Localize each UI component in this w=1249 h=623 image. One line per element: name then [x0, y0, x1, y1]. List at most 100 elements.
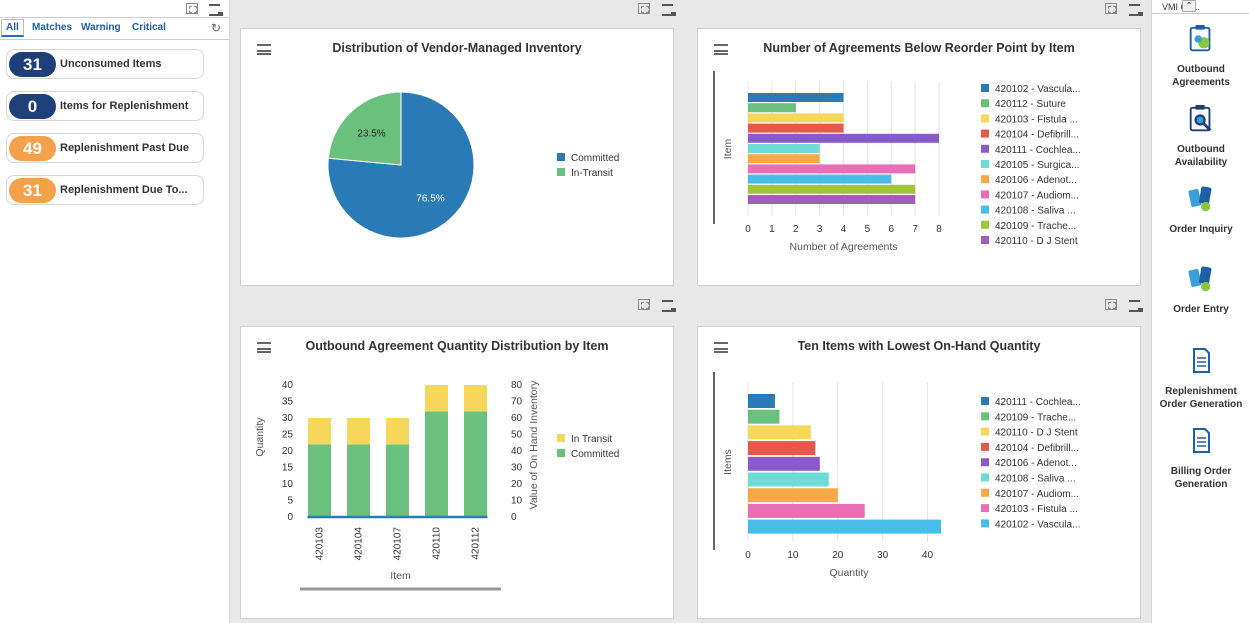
legend-label: 420102 - Vascula... — [995, 84, 1080, 95]
y2-tick-label: 40 — [511, 446, 523, 457]
tab-matches[interactable]: Matches — [32, 22, 73, 33]
card-outbound-quantity: Outbound Agreement Quantity Distribution… — [240, 326, 674, 619]
order-inquiry-icon — [1188, 186, 1212, 212]
lowest-on-hand-chart: 0 10 20 30 40 Quantity Items 420111 - Cochlea..… — [713, 372, 1081, 579]
document-icon — [1193, 428, 1210, 453]
alerts-panel: All Matches Warning Critical ↻ 31 Uncons… — [0, 0, 230, 623]
chart-menu-icon[interactable] — [714, 342, 728, 353]
legend-swatch — [981, 236, 989, 244]
legend-label: Committed — [571, 449, 619, 460]
legend-swatch — [981, 114, 989, 123]
alert-count: 31 — [9, 178, 56, 203]
y-tick-label: 10 — [282, 479, 294, 490]
bar — [748, 154, 820, 164]
bar — [748, 394, 775, 408]
nav-order-entry[interactable]: Order Entry — [1152, 264, 1249, 316]
maximize-icon[interactable] — [638, 299, 650, 310]
nav-replenishment-order-generation[interactable]: Replenishment Order Generation — [1152, 346, 1249, 411]
maximize-icon[interactable] — [186, 3, 198, 14]
x-axis-title: Number of Agreements — [790, 241, 898, 253]
x-axis-title: Quantity — [829, 567, 869, 579]
stacked-bar-segment — [425, 411, 448, 517]
options-menu-icon[interactable] — [662, 3, 676, 16]
legend-label: In Transit — [571, 434, 612, 445]
collapse-icon[interactable]: ⌃ — [1182, 0, 1196, 12]
y-tick-label: 25 — [282, 430, 294, 441]
nav-billing-order-generation[interactable]: Billing Order Generation — [1152, 426, 1249, 491]
alert-unconsumed-items[interactable]: 31 Unconsumed Items — [6, 49, 204, 79]
alerts-panel-toolbar — [0, 0, 229, 18]
legend-label: 420104 - Defibrill... — [995, 443, 1079, 454]
card-title: Number of Agreements Below Reorder Point… — [763, 41, 1075, 55]
legend-swatch — [557, 168, 565, 176]
legend-swatch — [981, 144, 989, 153]
legend-label: 420110 - D J Stent — [995, 236, 1078, 247]
pie-slice-label: 76.5% — [416, 193, 444, 204]
legend-swatch — [981, 205, 989, 214]
legend-label: 420103 - Fistula ... — [995, 114, 1078, 125]
alert-count: 0 — [9, 94, 56, 119]
alert-count: 31 — [9, 52, 56, 77]
maximize-icon[interactable] — [1105, 299, 1117, 310]
legend-swatch — [981, 488, 989, 497]
stacked-bar-segment — [386, 444, 409, 517]
tab-critical[interactable]: Critical — [132, 22, 166, 33]
bar — [748, 195, 916, 204]
outbound-stacked-chart: 0 5 10 15 20 25 30 35 40 0 10 20 30 40 50 60 70 80 420103 4… — [254, 380, 619, 591]
bar — [748, 519, 942, 534]
refresh-icon[interactable]: ↻ — [210, 21, 221, 35]
legend-label: 420111 - Cochlea... — [995, 145, 1081, 156]
chart-menu-icon[interactable] — [257, 342, 271, 353]
legend-swatch — [981, 504, 989, 513]
options-menu-icon[interactable] — [209, 3, 223, 16]
x-tick-label: 4 — [841, 224, 847, 235]
maximize-icon[interactable] — [1105, 3, 1117, 14]
y-tick-label: 20 — [282, 446, 294, 457]
stacked-bar-segment — [347, 418, 370, 445]
x-tick-label: 420110 — [432, 527, 443, 560]
bar — [748, 425, 811, 440]
options-menu-icon[interactable] — [662, 299, 676, 312]
legend-swatch — [981, 519, 989, 528]
alert-replenishment-past-due[interactable]: 49 Replenishment Past Due — [6, 133, 204, 163]
x-tick-label: 2 — [793, 224, 799, 235]
bar — [748, 503, 865, 518]
y-axis-title: Item — [722, 139, 734, 160]
order-entry-icon — [1188, 266, 1212, 292]
legend-swatch — [981, 99, 989, 108]
springboard-header: VMI Ou... ⌃ — [1152, 0, 1249, 14]
clipboard-icon — [1189, 24, 1211, 52]
x-tick-label: 20 — [832, 550, 844, 561]
bar — [748, 164, 916, 174]
y2-tick-label: 30 — [511, 463, 523, 474]
maximize-icon[interactable] — [638, 3, 650, 14]
options-menu-icon[interactable] — [1129, 299, 1143, 312]
x-tick-label: 420107 — [393, 527, 404, 561]
alert-label: Items for Replenishment — [60, 100, 189, 112]
legend-label: 420103 - Fistula ... — [995, 504, 1078, 515]
alert-items-for-replenishment[interactable]: 0 Items for Replenishment — [6, 91, 204, 121]
legend-swatch — [981, 442, 989, 451]
y-tick-label: 0 — [287, 512, 293, 523]
springboard-title: VMI Ou... — [1162, 2, 1201, 12]
nav-order-inquiry[interactable]: Order Inquiry — [1152, 184, 1249, 236]
chart-menu-icon[interactable] — [714, 44, 728, 55]
legend-label: 420106 - Adenot... — [995, 175, 1077, 186]
stacked-bar-segment — [386, 418, 409, 445]
bar — [748, 488, 838, 503]
x-tick-label: 8 — [936, 224, 942, 235]
filter-tabs: All Matches Warning Critical ↻ — [0, 18, 229, 40]
legend-swatch — [557, 434, 565, 442]
y-tick-label: 5 — [287, 496, 293, 507]
bar — [748, 144, 820, 153]
nav-outbound-agreements[interactable]: Outbound Agreements — [1152, 24, 1249, 89]
legend-swatch — [981, 458, 989, 467]
options-menu-icon[interactable] — [1129, 3, 1143, 16]
chart-menu-icon[interactable] — [257, 44, 271, 55]
tab-warning[interactable]: Warning — [81, 22, 121, 33]
nav-outbound-availability[interactable]: Outbound Availability — [1152, 104, 1249, 169]
tab-all[interactable]: All — [1, 19, 24, 37]
alert-replenishment-due-today[interactable]: 31 Replenishment Due To... — [6, 175, 204, 205]
y2-tick-label: 80 — [511, 380, 523, 391]
nav-label: Billing Order Generation — [1170, 466, 1232, 490]
